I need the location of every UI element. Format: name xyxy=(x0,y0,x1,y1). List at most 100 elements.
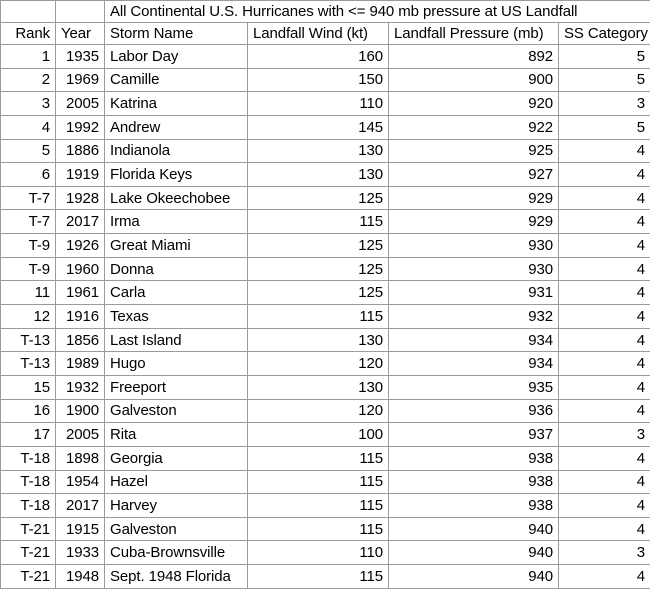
cell-year[interactable]: 1935 xyxy=(55,44,105,69)
cell-storm-name[interactable]: Great Miami xyxy=(104,233,248,258)
cell-ss-category[interactable]: 4 xyxy=(557,185,650,211)
cell-rank[interactable]: T-9 xyxy=(0,256,56,282)
cell-storm-name[interactable]: Andrew xyxy=(104,114,248,140)
cell-rank[interactable]: 15 xyxy=(0,374,56,400)
cell-rank[interactable]: T-9 xyxy=(0,233,56,258)
cell-year[interactable]: 1886 xyxy=(55,138,105,164)
cell-landfall-wind[interactable]: 130 xyxy=(247,162,389,187)
cell-year[interactable]: 1948 xyxy=(55,564,105,589)
cell-landfall-pressure[interactable]: 940 xyxy=(388,540,559,566)
cell-year[interactable]: 1928 xyxy=(55,185,105,211)
cell-rank[interactable]: 5 xyxy=(0,138,56,164)
cell-year[interactable]: 2005 xyxy=(55,422,105,447)
cell-storm-name[interactable]: Last Island xyxy=(104,327,248,353)
cell-year[interactable]: 1932 xyxy=(55,374,105,400)
cell-ss-category[interactable]: 4 xyxy=(557,374,650,400)
cell-landfall-wind[interactable]: 115 xyxy=(247,445,389,471)
cell-landfall-wind[interactable]: 145 xyxy=(247,114,389,140)
cell-landfall-pressure[interactable]: 938 xyxy=(388,469,559,495)
cell-rank[interactable]: T-21 xyxy=(0,564,56,589)
cell-landfall-pressure[interactable]: 929 xyxy=(388,185,559,211)
cell-year[interactable]: 2017 xyxy=(55,209,105,235)
cell-ss-category[interactable]: 4 xyxy=(557,304,650,329)
cell-landfall-wind[interactable]: 125 xyxy=(247,185,389,211)
cell-landfall-pressure[interactable]: 940 xyxy=(388,564,559,589)
cell-storm-name[interactable]: Lake Okeechobee xyxy=(104,185,248,211)
cell-landfall-pressure[interactable]: 929 xyxy=(388,209,559,235)
cell-year[interactable]: 1992 xyxy=(55,114,105,140)
cell-ss-category[interactable]: 3 xyxy=(557,91,650,116)
cell-landfall-pressure[interactable]: 892 xyxy=(388,44,559,69)
cell-landfall-pressure[interactable]: 938 xyxy=(388,493,559,518)
cell-storm-name[interactable]: Sept. 1948 Florida xyxy=(104,564,248,589)
cell-ss-category[interactable]: 4 xyxy=(557,256,650,282)
cell-storm-name[interactable]: Carla xyxy=(104,280,248,306)
cell-landfall-wind[interactable]: 120 xyxy=(247,351,389,376)
cell-landfall-pressure[interactable]: 930 xyxy=(388,256,559,282)
cell-rank[interactable]: T-21 xyxy=(0,516,56,542)
col-header-rank[interactable]: Rank xyxy=(0,22,56,45)
cell-storm-name[interactable]: Cuba-Brownsville xyxy=(104,540,248,566)
cell-landfall-wind[interactable]: 150 xyxy=(247,67,389,93)
cell-storm-name[interactable]: Galveston xyxy=(104,398,248,424)
cell-storm-name[interactable]: Camille xyxy=(104,67,248,93)
cell-rank[interactable]: T-7 xyxy=(0,209,56,235)
cell-rank[interactable]: T-7 xyxy=(0,185,56,211)
sheet-title[interactable]: All Continental U.S. Hurricanes with <= … xyxy=(103,0,650,23)
cell-ss-category[interactable]: 4 xyxy=(557,564,650,589)
cell-landfall-wind[interactable]: 115 xyxy=(247,564,389,589)
cell-landfall-wind[interactable]: 115 xyxy=(247,304,389,329)
cell-year[interactable]: 1926 xyxy=(55,233,105,258)
cell-year[interactable]: 2005 xyxy=(55,91,105,116)
cell-storm-name[interactable]: Labor Day xyxy=(104,44,248,69)
cell-landfall-pressure[interactable]: 936 xyxy=(388,398,559,424)
cell-ss-category[interactable]: 4 xyxy=(557,233,650,258)
cell-storm-name[interactable]: Georgia xyxy=(104,445,248,471)
cell-landfall-wind[interactable]: 125 xyxy=(247,233,389,258)
cell-rank[interactable]: 12 xyxy=(0,304,56,329)
cell-year[interactable]: 1915 xyxy=(55,516,105,542)
cell-rank[interactable]: 16 xyxy=(0,398,56,424)
cell-year[interactable]: 1898 xyxy=(55,445,105,471)
cell-rank[interactable]: 11 xyxy=(0,280,56,306)
empty-cell[interactable] xyxy=(0,0,56,23)
col-header-storm-name[interactable]: Storm Name xyxy=(104,22,248,45)
cell-year[interactable]: 1900 xyxy=(55,398,105,424)
cell-storm-name[interactable]: Rita xyxy=(104,422,248,447)
cell-year[interactable]: 1919 xyxy=(55,162,105,187)
cell-ss-category[interactable]: 3 xyxy=(557,422,650,447)
cell-landfall-pressure[interactable]: 920 xyxy=(388,91,559,116)
cell-storm-name[interactable]: Texas xyxy=(104,304,248,329)
cell-rank[interactable]: 3 xyxy=(0,91,56,116)
cell-ss-category[interactable]: 5 xyxy=(557,114,650,140)
cell-landfall-pressure[interactable]: 940 xyxy=(388,516,559,542)
cell-ss-category[interactable]: 5 xyxy=(557,67,650,93)
cell-landfall-wind[interactable]: 115 xyxy=(247,493,389,518)
cell-landfall-pressure[interactable]: 935 xyxy=(388,374,559,400)
cell-rank[interactable]: T-13 xyxy=(0,327,56,353)
cell-landfall-wind[interactable]: 115 xyxy=(247,209,389,235)
cell-ss-category[interactable]: 4 xyxy=(557,327,650,353)
cell-rank[interactable]: 17 xyxy=(0,422,56,447)
cell-storm-name[interactable]: Galveston xyxy=(104,516,248,542)
cell-storm-name[interactable]: Katrina xyxy=(104,91,248,116)
cell-storm-name[interactable]: Harvey xyxy=(104,493,248,518)
cell-rank[interactable]: T-18 xyxy=(0,493,56,518)
col-header-landfall-pressure[interactable]: Landfall Pressure (mb) xyxy=(388,22,559,45)
cell-landfall-pressure[interactable]: 938 xyxy=(388,445,559,471)
cell-landfall-pressure[interactable]: 900 xyxy=(388,67,559,93)
empty-cell[interactable] xyxy=(55,0,105,23)
cell-storm-name[interactable]: Florida Keys xyxy=(104,162,248,187)
cell-storm-name[interactable]: Freeport xyxy=(104,374,248,400)
cell-landfall-pressure[interactable]: 930 xyxy=(388,233,559,258)
cell-landfall-wind[interactable]: 115 xyxy=(247,469,389,495)
cell-landfall-wind[interactable]: 110 xyxy=(247,91,389,116)
cell-year[interactable]: 1960 xyxy=(55,256,105,282)
col-header-year[interactable]: Year xyxy=(55,22,105,45)
cell-storm-name[interactable]: Hazel xyxy=(104,469,248,495)
cell-ss-category[interactable]: 4 xyxy=(557,469,650,495)
cell-landfall-wind[interactable]: 125 xyxy=(247,256,389,282)
cell-year[interactable]: 1856 xyxy=(55,327,105,353)
cell-year[interactable]: 1989 xyxy=(55,351,105,376)
cell-ss-category[interactable]: 4 xyxy=(557,493,650,518)
